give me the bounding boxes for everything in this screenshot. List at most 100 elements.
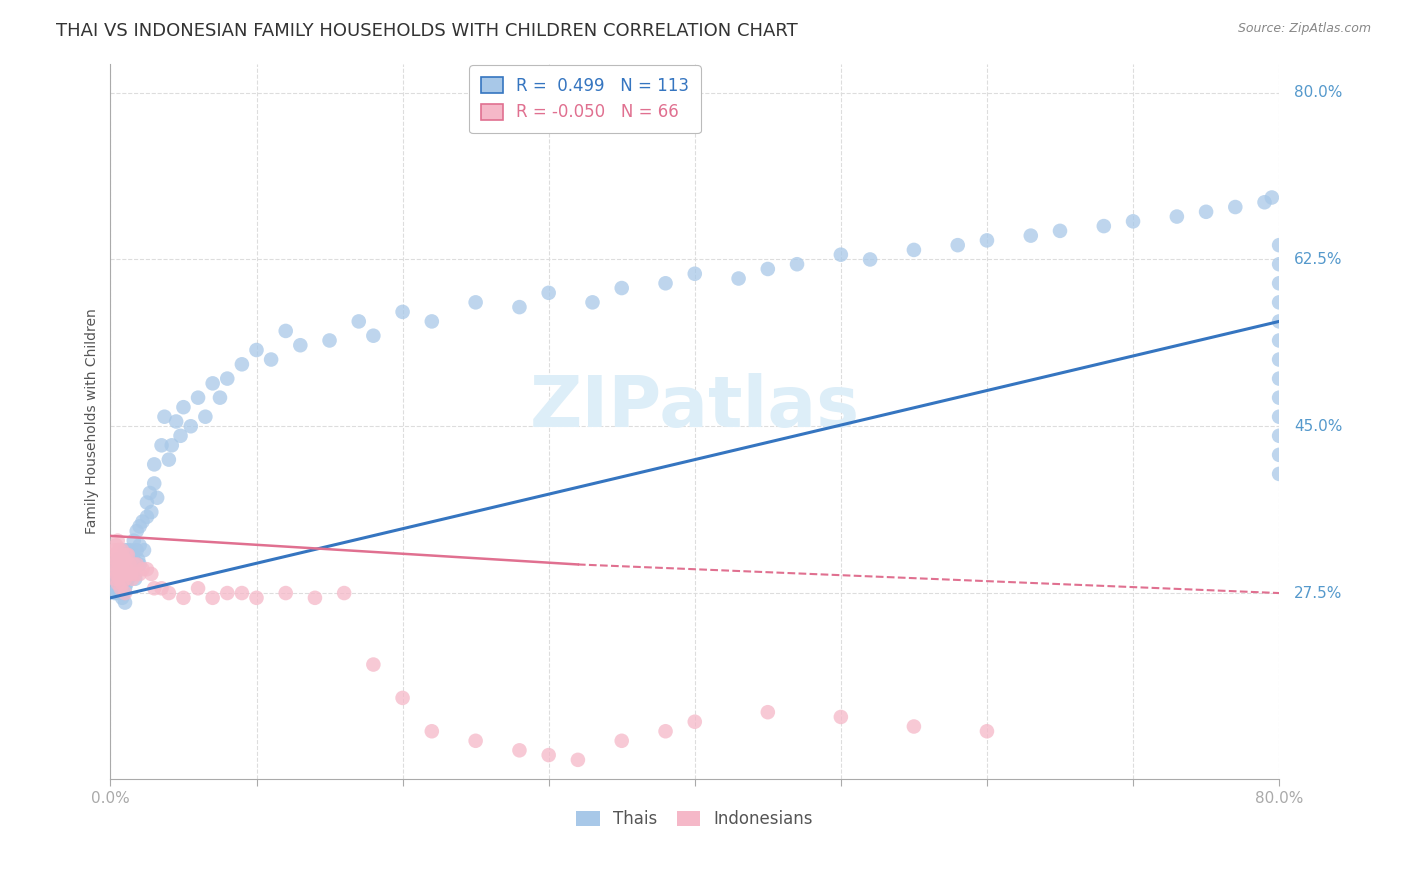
Point [105,562,128,576]
Point [105,566,128,581]
Point [1268,429,1291,443]
Point [201,591,224,605]
Point [104,572,127,586]
Point [165,415,187,429]
Point [231,586,253,600]
Point [112,552,135,566]
Point [107,548,129,562]
Point [114,552,136,566]
Point [112,586,135,600]
Point [903,243,925,257]
Point [111,591,134,605]
Point [1268,352,1291,367]
Point [464,733,486,747]
Point [1122,214,1144,228]
Point [150,438,173,452]
Text: ZIPatlas: ZIPatlas [530,373,860,442]
Point [117,552,139,566]
Point [117,566,139,581]
Point [107,566,129,581]
Point [201,376,224,391]
Point [1225,200,1247,214]
Point [103,548,125,562]
Point [143,476,166,491]
Point [420,314,443,328]
Point [146,491,169,505]
Point [110,552,132,566]
Point [108,572,131,586]
Point [108,562,131,576]
Point [180,419,202,434]
Point [157,452,180,467]
Point [141,505,163,519]
Point [117,543,139,558]
Point [1268,277,1291,291]
Point [347,314,370,328]
Point [114,596,136,610]
Point [1261,190,1284,204]
Point [153,409,176,424]
Point [169,429,191,443]
Point [104,586,127,600]
Point [245,591,267,605]
Point [104,572,127,586]
Point [903,719,925,733]
Point [114,543,136,558]
Y-axis label: Family Households with Children: Family Households with Children [86,309,100,534]
Point [143,458,166,472]
Point [107,586,129,600]
Point [859,252,882,267]
Point [654,277,676,291]
Point [304,591,326,605]
Point [111,576,134,591]
Point [976,233,998,247]
Point [1049,224,1071,238]
Point [1268,238,1291,252]
Point [160,438,183,452]
Point [114,582,136,596]
Point [610,281,633,295]
Point [187,582,209,596]
Point [103,562,125,576]
Point [318,334,340,348]
Point [172,591,194,605]
Point [1253,195,1275,210]
Point [150,582,173,596]
Point [118,558,141,572]
Point [107,576,129,591]
Point [114,586,136,600]
Point [131,515,153,529]
Point [125,524,148,538]
Point [112,566,135,581]
Point [128,566,150,581]
Point [141,566,163,581]
Text: 27.5%: 27.5% [1295,585,1343,600]
Point [194,409,217,424]
Point [274,324,297,338]
Point [112,566,135,581]
Point [1092,219,1115,233]
Text: 62.5%: 62.5% [1295,252,1343,267]
Point [115,558,138,572]
Point [508,743,530,757]
Point [110,576,132,591]
Point [508,300,530,314]
Point [581,295,603,310]
Point [111,562,134,576]
Point [121,572,143,586]
Point [1195,204,1218,219]
Point [567,753,589,767]
Point [115,562,138,576]
Point [125,558,148,572]
Point [108,558,131,572]
Point [136,495,159,509]
Point [1268,314,1291,328]
Point [187,391,209,405]
Point [120,543,142,558]
Point [104,543,127,558]
Point [111,543,134,558]
Point [208,391,231,405]
Point [756,262,779,277]
Point [363,328,385,343]
Text: Source: ZipAtlas.com: Source: ZipAtlas.com [1237,22,1371,36]
